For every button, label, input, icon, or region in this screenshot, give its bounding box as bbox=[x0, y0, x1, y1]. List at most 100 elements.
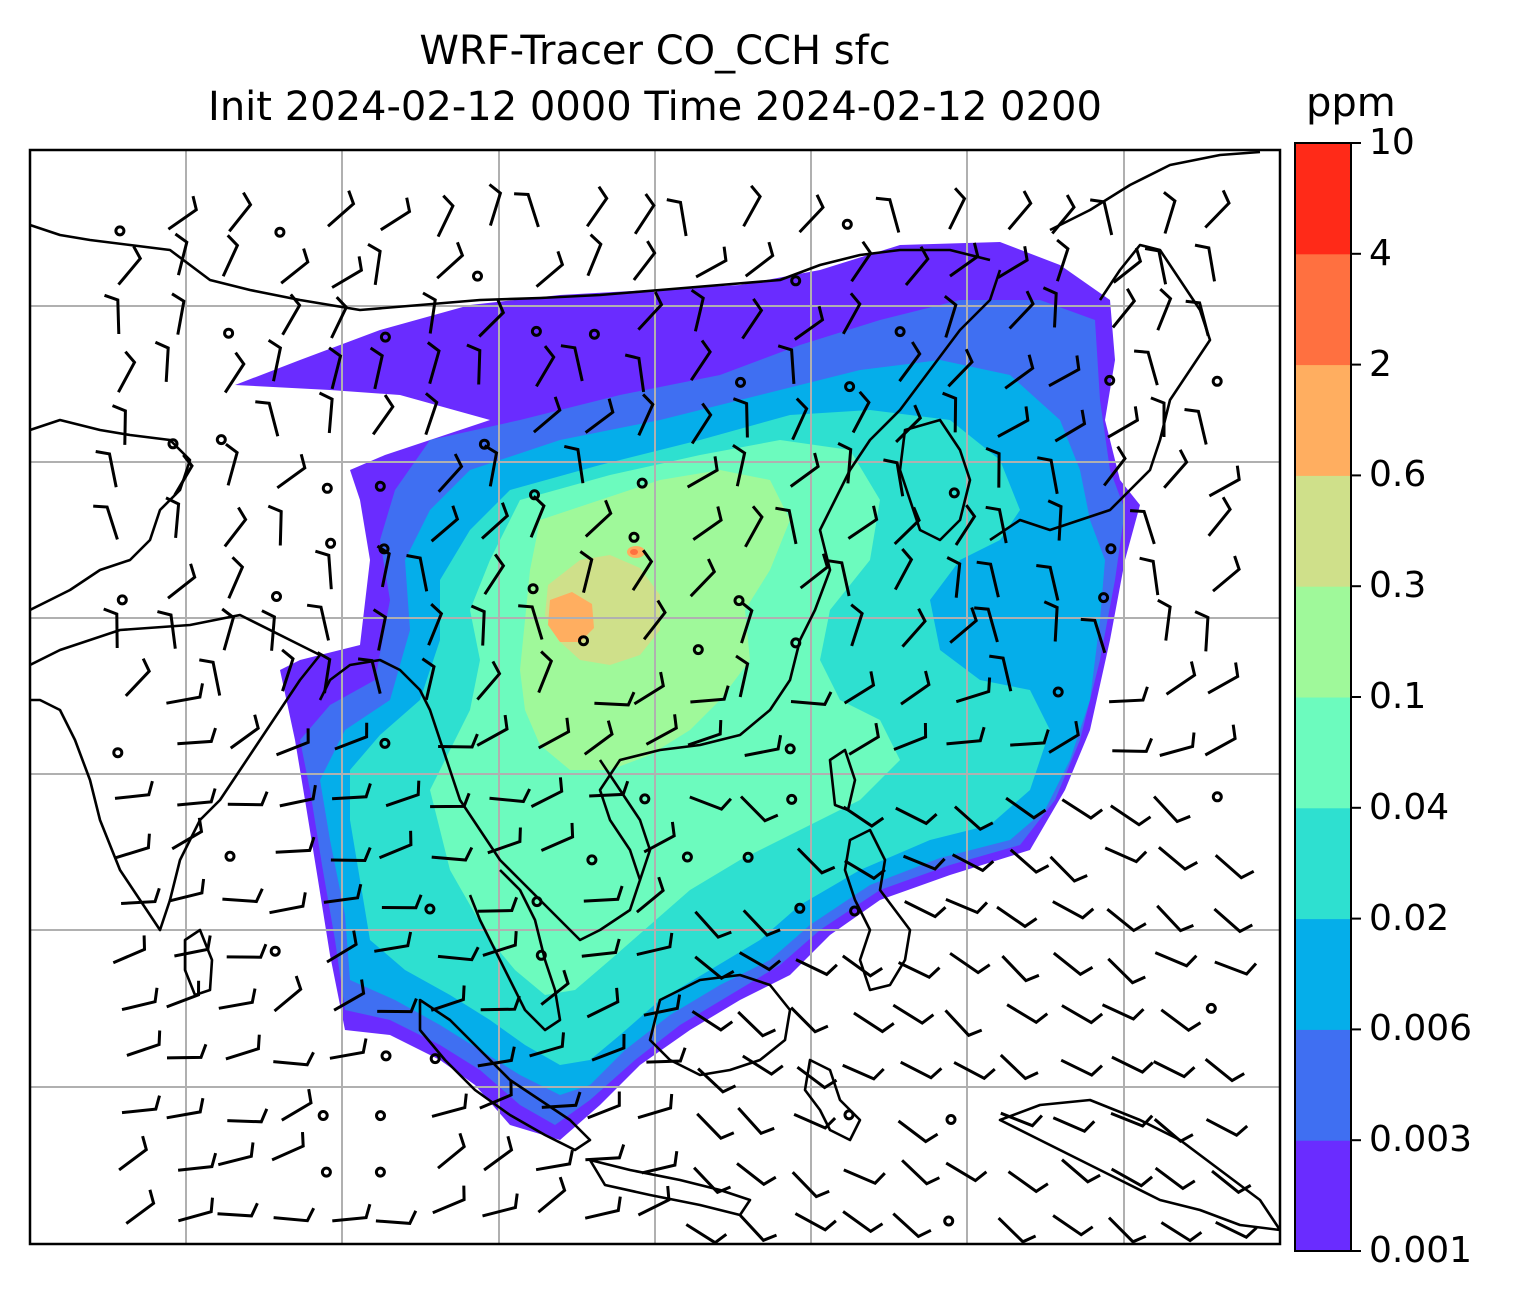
band-8-spot bbox=[630, 549, 638, 555]
wind-barb bbox=[318, 391, 334, 434]
colorbar-tick-label: 0.003 bbox=[1369, 1119, 1473, 1161]
wind-barb bbox=[893, 548, 914, 591]
wind-barb bbox=[174, 232, 189, 276]
wind-barb bbox=[1001, 955, 1040, 983]
wind-barb bbox=[529, 1032, 565, 1058]
wind-barb bbox=[165, 496, 181, 539]
wind-barb bbox=[1204, 1058, 1245, 1083]
wind-barb bbox=[947, 348, 974, 388]
wind-barb bbox=[1154, 1166, 1196, 1191]
wind-barb bbox=[281, 648, 295, 692]
wind-barb bbox=[1214, 960, 1258, 976]
calm-wind-marker bbox=[578, 635, 589, 647]
calm-wind-marker bbox=[380, 1050, 392, 1062]
wind-barb bbox=[637, 1185, 671, 1217]
coast-vietnam bbox=[598, 759, 652, 881]
wind-barb bbox=[482, 1193, 519, 1218]
wind-barb bbox=[117, 350, 137, 393]
wind-barb bbox=[1008, 290, 1035, 330]
wind-barb bbox=[118, 1135, 149, 1172]
wind-barb bbox=[273, 975, 303, 1013]
wind-barb bbox=[691, 1010, 734, 1032]
wind-barb bbox=[367, 243, 382, 286]
coast-india bbox=[30, 613, 322, 932]
wind-barb bbox=[177, 1152, 218, 1172]
calm-wind-marker bbox=[784, 743, 796, 755]
wind-barb bbox=[842, 1063, 885, 1081]
wind-barb bbox=[437, 1132, 466, 1170]
wind-barb bbox=[841, 292, 862, 335]
wind-barb bbox=[837, 442, 853, 484]
wind-barb bbox=[624, 353, 646, 393]
wind-barb bbox=[479, 1080, 513, 1110]
calm-wind-marker bbox=[269, 945, 281, 957]
wind-barb bbox=[112, 935, 147, 965]
wind-barb bbox=[902, 854, 946, 871]
wind-barb bbox=[789, 452, 820, 488]
wind-barb bbox=[95, 450, 118, 488]
wind-barb bbox=[777, 344, 796, 385]
wind-barb bbox=[585, 185, 609, 228]
wind-barb bbox=[166, 980, 201, 1009]
wind-barb bbox=[177, 1197, 214, 1223]
calm-wind-marker bbox=[1205, 1002, 1217, 1014]
wind-barb bbox=[798, 194, 825, 234]
wind-barb bbox=[736, 1162, 777, 1187]
wind-barb bbox=[631, 549, 654, 592]
wind-barb bbox=[945, 898, 989, 915]
wind-barb bbox=[895, 404, 923, 443]
wind-barb bbox=[424, 392, 439, 436]
calm-wind-marker bbox=[535, 949, 547, 961]
wind-barb bbox=[1194, 243, 1216, 282]
wind-barb bbox=[372, 608, 388, 651]
wind-barb bbox=[794, 1212, 837, 1232]
calm-wind-marker bbox=[794, 902, 806, 914]
wind-barb bbox=[406, 554, 429, 592]
wind-barb bbox=[167, 563, 197, 600]
wind-barb bbox=[1207, 662, 1240, 695]
wind-barb bbox=[223, 351, 246, 394]
wind-barb bbox=[953, 805, 994, 832]
wind-barb bbox=[1144, 247, 1168, 285]
wind-barb bbox=[942, 391, 958, 433]
wind-barb bbox=[267, 339, 283, 382]
wind-barb bbox=[1162, 191, 1177, 234]
wind-barb bbox=[225, 1034, 261, 1061]
wind-barb bbox=[166, 683, 204, 705]
wind-barb bbox=[738, 951, 782, 972]
coast-srilanka bbox=[183, 928, 214, 997]
wind-barb bbox=[636, 932, 674, 957]
wind-barb bbox=[1109, 804, 1152, 827]
wind-barb bbox=[331, 256, 364, 289]
wind-barb bbox=[694, 955, 735, 981]
wind-barb bbox=[104, 293, 121, 335]
colorbar-tick-label: 4 bbox=[1369, 232, 1392, 274]
map-title-line1: WRF-Tracer CO_CCH sfc bbox=[419, 28, 891, 74]
wind-barb bbox=[111, 404, 127, 445]
wind-barb bbox=[697, 1067, 737, 1094]
calm-wind-marker bbox=[1211, 375, 1223, 387]
wind-barb bbox=[1049, 855, 1088, 883]
wind-barb bbox=[594, 691, 636, 707]
wind-barb bbox=[883, 458, 905, 497]
wind-barb bbox=[901, 1159, 941, 1186]
wind-barb bbox=[1042, 286, 1058, 328]
wind-barb bbox=[1107, 1216, 1147, 1244]
wind-barb bbox=[796, 847, 836, 875]
wind-barb bbox=[1208, 465, 1241, 498]
wind-barb bbox=[646, 1047, 687, 1064]
wind-barb bbox=[377, 998, 418, 1014]
wind-barb bbox=[689, 558, 717, 598]
wind-barb bbox=[689, 339, 712, 382]
calm-wind-marker bbox=[379, 331, 391, 343]
wind-barb bbox=[93, 504, 119, 540]
wind-barb bbox=[487, 827, 522, 855]
wind-barb bbox=[901, 608, 927, 648]
wind-barb bbox=[174, 935, 212, 958]
wind-barb bbox=[436, 241, 465, 280]
wind-barb bbox=[166, 1097, 205, 1120]
wind-barb bbox=[1052, 1116, 1096, 1133]
calm-wind-marker bbox=[271, 591, 282, 602]
wind-barb bbox=[275, 836, 316, 854]
wind-barb bbox=[280, 248, 310, 285]
